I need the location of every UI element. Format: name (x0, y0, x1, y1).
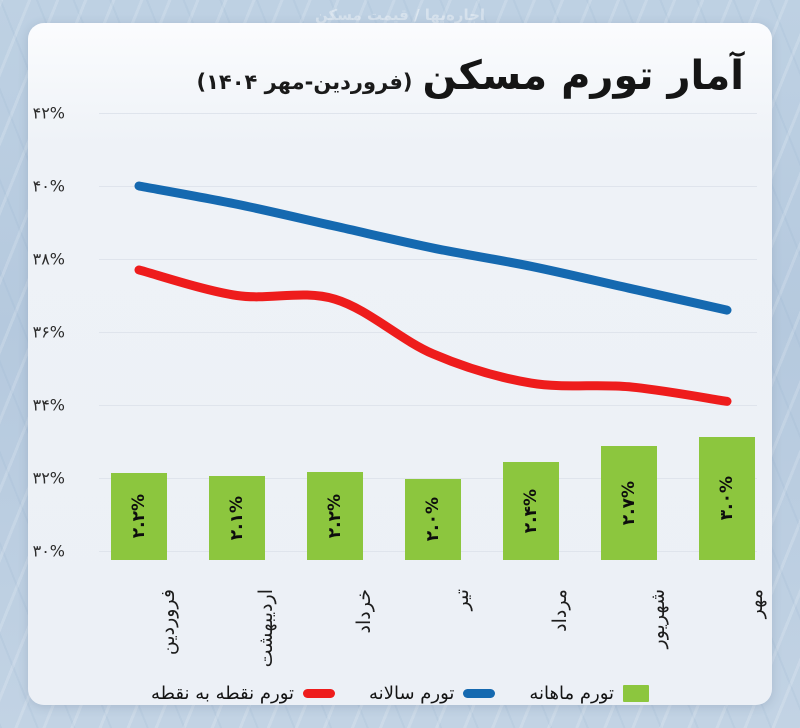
gridline (99, 405, 757, 406)
x-axis-label-1: فروردین (157, 589, 179, 656)
legend-swatch-icon (463, 689, 496, 698)
bar-value-label: ۲.۴% (521, 488, 541, 534)
bar-value-label: ۳.۰% (717, 476, 737, 521)
legend-label: تورم ماهانه (529, 683, 615, 704)
y-axis-tick-label: ۴۰% (32, 176, 65, 196)
y-axis-tick-label: ۴۲% (32, 103, 65, 123)
y-axis-tick-label: ۳۴% (32, 395, 65, 415)
x-axis-label-5: مرداد (549, 589, 571, 632)
x-axis-labels: فروردین اردیبهشت خرداد تیر مرداد شهریور مهر (99, 589, 772, 684)
gridline (99, 113, 757, 114)
background-watermark: اجاره‌بها / قیمت مسکن (314, 6, 486, 24)
legend-item-2[interactable]: تورم سالانه (369, 683, 496, 704)
y-axis-tick-label: ۳۲% (32, 468, 65, 488)
gridline (99, 332, 757, 333)
bar-monthly-inflation: ۲.۷% (601, 446, 657, 560)
chart-legend: تورم ماهانه تورم سالانه تورم نقطه به نقطه (28, 683, 772, 704)
bar-value-label: ۲.۰% (423, 497, 443, 542)
bar-monthly-inflation: ۲.۲% (111, 473, 167, 560)
chart-title: آمار تورم مسکن (فروردین-مهر ۱۴۰۴) (196, 53, 745, 99)
bar-value-label: ۲.۲% (129, 494, 149, 539)
chart-card: آمار تورم مسکن (فروردین-مهر ۱۴۰۴) ۴۲% ۴۰%… (28, 23, 772, 705)
legend-label: تورم نقطه به نقطه (150, 683, 295, 704)
bar-value-label: ۲.۷% (619, 480, 639, 526)
legend-label: تورم سالانه (369, 683, 455, 704)
line-series-point-to-point (134, 265, 732, 406)
gridline (99, 186, 757, 187)
x-axis-label-3: خرداد (353, 589, 375, 634)
title-main-text: آمار تورم مسکن (422, 53, 745, 99)
x-axis-label-2: اردیبهشت (255, 589, 277, 668)
legend-swatch-icon (303, 689, 336, 698)
x-axis-label-4: تیر (451, 589, 473, 611)
x-axis-label-6: شهریور (647, 589, 669, 649)
y-axis-tick-label: ۳۰% (32, 541, 65, 561)
plot-area: ۴۲% ۴۰% ۳۸% ۳۶% ۳۴% ۳۲% ۳۰% ۲.۲% ۲.۱% ۲.۲% ۲.۰% ۲.… (33, 91, 757, 583)
bar-monthly-inflation: ۲.۰% (405, 479, 461, 560)
gridline (99, 478, 757, 479)
legend-item-3[interactable]: تورم نقطه به نقطه (150, 683, 336, 704)
y-axis-tick-label: ۳۶% (32, 322, 65, 342)
bar-monthly-inflation: ۲.۲% (307, 472, 363, 560)
bar-value-label: ۲.۲% (325, 493, 345, 539)
legend-item-1[interactable]: تورم ماهانه (529, 683, 650, 704)
legend-swatch-icon (623, 685, 650, 702)
gridline (99, 259, 757, 260)
title-subtitle-text: (فروردین-مهر ۱۴۰۴) (196, 70, 413, 94)
bar-value-label: ۲.۱% (227, 495, 247, 541)
x-axis-label-7: مهر (745, 589, 767, 619)
bar-monthly-inflation: ۲.۴% (503, 462, 559, 560)
line-series-annual (134, 181, 732, 315)
bar-monthly-inflation: ۲.۱% (209, 476, 265, 560)
bar-monthly-inflation: ۳.۰% (699, 437, 755, 560)
y-axis-tick-label: ۳۸% (32, 249, 65, 269)
